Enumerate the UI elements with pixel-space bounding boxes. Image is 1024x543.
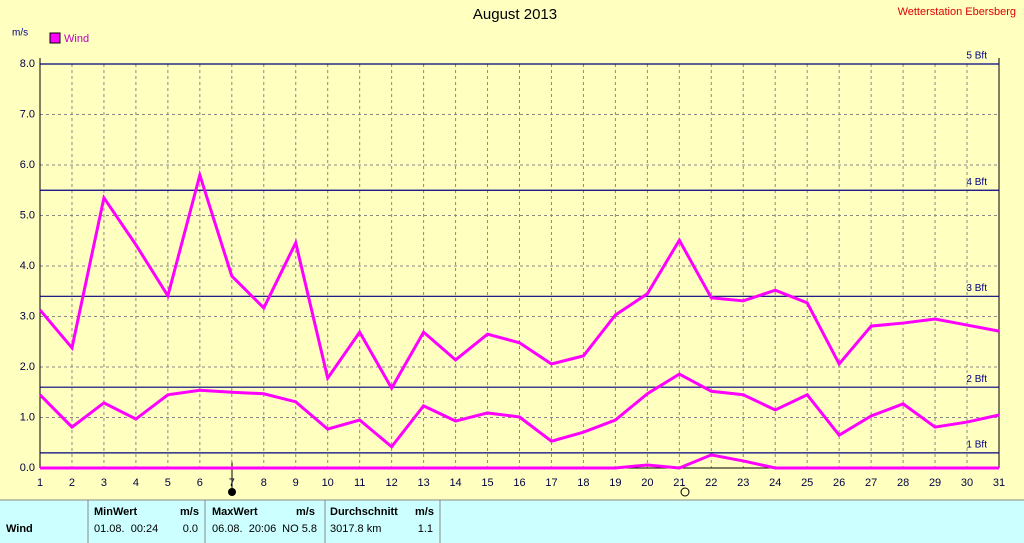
y-tick-label: 1.0 — [20, 411, 35, 423]
y-tick-label: 7.0 — [20, 108, 35, 120]
x-tick-label: 27 — [865, 477, 877, 489]
stats-cell: NO 5.8 — [282, 523, 317, 535]
stats-header: Durchschnitt — [330, 506, 398, 518]
y-tick-label: 8.0 — [20, 58, 35, 70]
y-tick-label: 2.0 — [20, 361, 35, 373]
x-tick-label: 6 — [197, 477, 203, 489]
x-tick-label: 24 — [769, 477, 781, 489]
x-tick-label: 26 — [833, 477, 845, 489]
bft-label: 2 Bft — [966, 374, 987, 385]
x-tick-label: 13 — [417, 477, 429, 489]
stats-header: MinWert — [94, 506, 138, 518]
legend-swatch — [49, 32, 61, 44]
x-tick-label: 11 — [354, 477, 365, 489]
x-tick-label: 14 — [449, 477, 461, 489]
y-tick-label: 0.0 — [20, 462, 35, 474]
x-tick-label: 23 — [737, 477, 749, 489]
bft-label: 3 Bft — [966, 283, 987, 294]
y-tick-label: 3.0 — [20, 310, 35, 322]
stats-cell: 3017.8 km — [330, 523, 381, 535]
station: Wetterstation Ebersberg — [898, 6, 1016, 18]
stats-cell: 06.08. 20:06 — [212, 523, 276, 535]
y-tick-label: 5.0 — [20, 209, 35, 221]
x-tick-label: 31 — [993, 477, 1005, 489]
x-tick-label: 5 — [165, 477, 171, 489]
x-tick-label: 7 — [229, 477, 235, 489]
x-tick-label: 10 — [322, 477, 334, 489]
x-tick-label: 2 — [69, 477, 75, 489]
stats-cell: 01.08. 00:24 — [94, 523, 158, 535]
x-tick-label: 15 — [481, 477, 493, 489]
stats-header: MaxWert — [212, 506, 258, 518]
x-tick-label: 21 — [673, 477, 685, 489]
stats-cell: 0.0 — [183, 523, 198, 535]
stats-header: m/s — [296, 506, 315, 518]
stats-header: m/s — [415, 506, 434, 518]
bft-label: 4 Bft — [966, 177, 987, 188]
x-tick-label: 1 — [37, 477, 43, 489]
x-tick-label: 8 — [261, 477, 267, 489]
x-tick-label: 4 — [133, 477, 139, 489]
x-tick-label: 28 — [897, 477, 909, 489]
y-label: m/s — [12, 28, 28, 39]
background — [0, 0, 1024, 500]
x-tick-label: 17 — [545, 477, 557, 489]
x-tick-label: 25 — [801, 477, 813, 489]
x-tick-label: 22 — [705, 477, 717, 489]
x-tick-label: 3 — [101, 477, 107, 489]
x-tick-label: 19 — [609, 477, 621, 489]
marker — [680, 487, 690, 497]
y-tick-label: 6.0 — [20, 159, 35, 171]
stats-cell: Wind — [6, 523, 33, 535]
legend-label: Wind — [64, 33, 89, 45]
bft-label: 5 Bft — [966, 51, 987, 62]
stats-cell: 1.1 — [418, 523, 433, 535]
stats-panel — [0, 500, 1024, 543]
stats-header: m/s — [180, 506, 199, 518]
chart-title: August 2013 — [473, 6, 557, 23]
marker — [228, 488, 236, 496]
series-line — [38, 169, 1000, 392]
series-line — [40, 453, 999, 470]
bft-label: 1 Bft — [966, 439, 987, 450]
x-tick-label: 30 — [961, 477, 973, 489]
x-tick-label: 9 — [293, 477, 299, 489]
x-tick-label: 16 — [513, 477, 525, 489]
x-tick-label: 18 — [577, 477, 589, 489]
x-tick-label: 29 — [929, 477, 941, 489]
x-tick-label: 12 — [386, 477, 398, 489]
series-line — [38, 372, 1000, 449]
x-tick-label: 20 — [641, 477, 653, 489]
y-tick-label: 4.0 — [20, 260, 35, 272]
